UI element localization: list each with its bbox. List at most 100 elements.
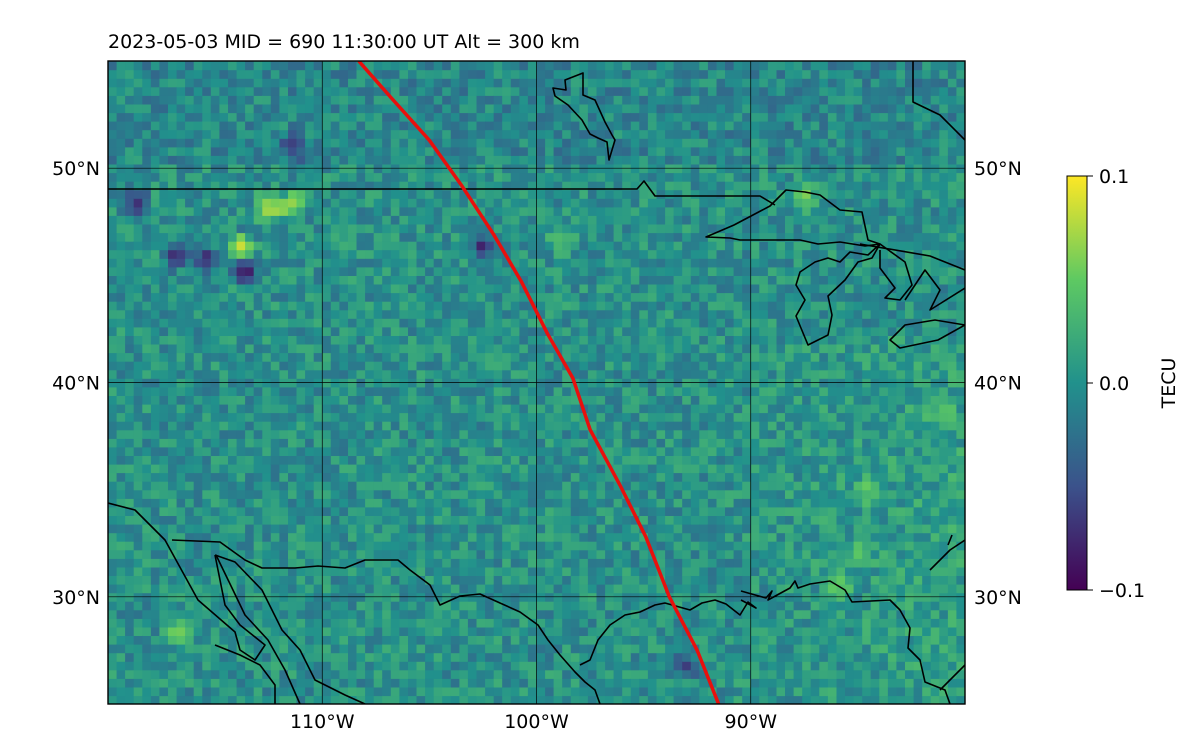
- tec-cell: [425, 661, 435, 671]
- tec-cell: [313, 86, 323, 96]
- tec-cell: [502, 121, 512, 131]
- tec-cell: [656, 515, 666, 525]
- tec-cell: [656, 361, 666, 371]
- tec-cell: [305, 549, 315, 559]
- tec-cell: [228, 146, 238, 156]
- tec-cell: [168, 463, 178, 474]
- tec-cell: [262, 103, 272, 114]
- tec-cell: [116, 361, 126, 371]
- tec-cell: [665, 669, 675, 679]
- tec-cell: [150, 403, 161, 414]
- tec-cell: [253, 463, 263, 474]
- tec-cell: [605, 652, 615, 662]
- tec-cell: [596, 352, 606, 362]
- tec-cell: [322, 661, 332, 671]
- tec-cell: [262, 138, 272, 148]
- tec-cell: [485, 198, 495, 208]
- tec-cell: [476, 524, 486, 534]
- tec-cell: [416, 686, 426, 697]
- tec-cell: [656, 138, 666, 148]
- tec-cell: [425, 386, 435, 396]
- tec-cell: [142, 515, 152, 525]
- tec-cell: [630, 198, 640, 208]
- tec-cell: [313, 695, 323, 704]
- tec-cell: [442, 524, 452, 534]
- tec-cell: [305, 618, 315, 628]
- tec-cell: [570, 69, 580, 79]
- tec-cell: [330, 506, 340, 516]
- tec-cell: [647, 95, 658, 105]
- tec-cell: [408, 678, 418, 688]
- tec-cell: [253, 69, 263, 79]
- tec-cell: [193, 395, 203, 405]
- tec-cell: [665, 429, 675, 439]
- tec-cell: [356, 343, 366, 354]
- tec-cell: [416, 61, 426, 71]
- tec-cell: [639, 446, 649, 456]
- tec-cell: [425, 455, 435, 465]
- tec-cell: [587, 609, 598, 619]
- tec-cell: [262, 498, 272, 508]
- tec-cell: [416, 403, 426, 414]
- tec-cell: [270, 309, 280, 319]
- tec-cell: [399, 575, 409, 585]
- tec-cell: [279, 489, 289, 499]
- tec-cell: [270, 146, 280, 156]
- tec-cell: [647, 198, 658, 208]
- tec-cell: [373, 678, 383, 688]
- tec-cell: [245, 412, 255, 422]
- tec-cell: [150, 86, 161, 96]
- tec-cell: [579, 189, 589, 199]
- tec-cell: [622, 198, 632, 208]
- tec-cell: [622, 403, 632, 414]
- tec-cell: [108, 669, 118, 679]
- tec-cell: [150, 172, 161, 182]
- tec-cell: [587, 549, 598, 559]
- tec-cell: [193, 403, 203, 414]
- tec-cell: [476, 352, 486, 362]
- tec-cell: [579, 206, 589, 216]
- tec-cell: [159, 429, 169, 439]
- tec-cell: [356, 403, 366, 414]
- tec-cell: [185, 292, 195, 302]
- tec-cell: [579, 78, 589, 88]
- tec-cell: [545, 121, 555, 131]
- tec-cell: [408, 95, 418, 105]
- tec-cell: [108, 172, 118, 182]
- tec-cell: [176, 266, 186, 276]
- tec-cell: [219, 558, 229, 568]
- tec-cell: [399, 361, 409, 371]
- tec-cell: [519, 335, 529, 345]
- tec-cell: [356, 558, 366, 568]
- tec-cell: [605, 695, 615, 704]
- tec-cell: [279, 215, 289, 225]
- tec-cell: [562, 258, 572, 268]
- tec-cell: [253, 361, 263, 371]
- tec-cell: [382, 669, 392, 679]
- tec-cell: [348, 258, 358, 268]
- tec-cell: [108, 69, 118, 79]
- tec-cell: [185, 661, 195, 671]
- tec-cell: [408, 198, 418, 208]
- tec-cell: [656, 446, 666, 456]
- tec-cell: [390, 618, 400, 628]
- tec-cell: [459, 95, 469, 105]
- tec-cell: [639, 121, 649, 131]
- tec-cell: [279, 78, 289, 88]
- tec-cell: [313, 463, 323, 474]
- tec-cell: [613, 309, 623, 319]
- tec-cell: [485, 661, 495, 671]
- tec-cell: [596, 258, 606, 268]
- tec-cell: [519, 669, 529, 679]
- tec-cell: [390, 172, 400, 182]
- tec-cell: [202, 695, 212, 704]
- tec-cell: [622, 644, 632, 654]
- tec-cell: [527, 601, 538, 611]
- tec-cell: [656, 309, 666, 319]
- tec-cell: [613, 489, 623, 499]
- tec-cell: [348, 481, 358, 491]
- tec-cell: [202, 438, 212, 448]
- tec-cell: [150, 618, 161, 628]
- tec-cell: [356, 455, 366, 465]
- tec-cell: [450, 618, 460, 628]
